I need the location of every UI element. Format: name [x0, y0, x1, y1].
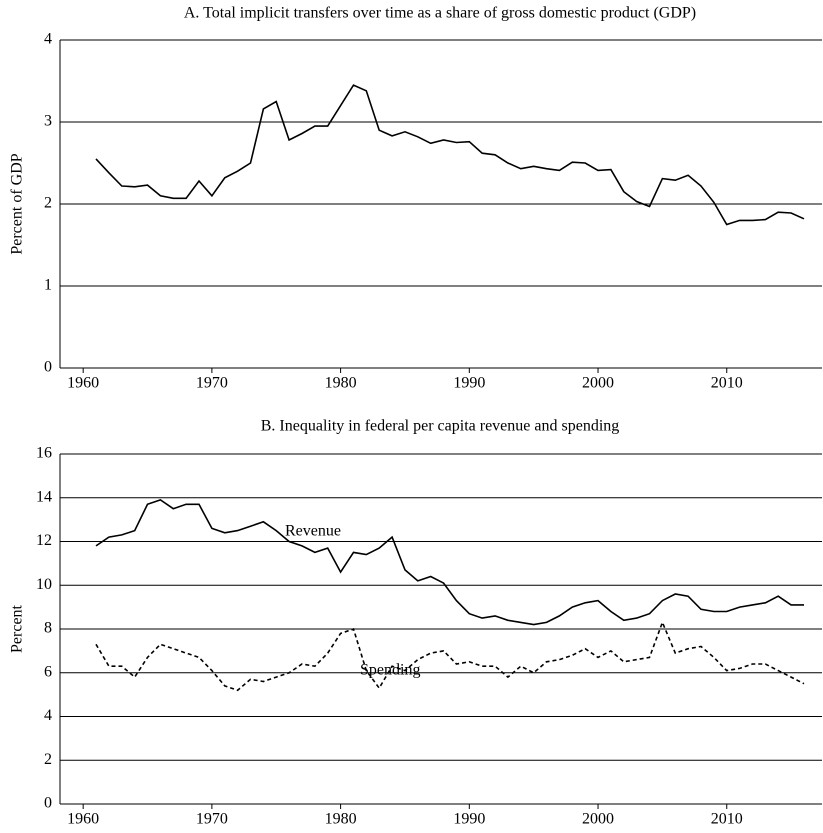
x-tick-label: 1960 — [67, 811, 99, 828]
series-label: Revenue — [285, 523, 341, 540]
chart-title: B. Inequality in federal per capita reve… — [261, 418, 620, 435]
x-tick-label: 1960 — [67, 375, 99, 392]
y-tick-label: 14 — [36, 488, 52, 505]
x-tick-label: 2010 — [711, 811, 743, 828]
y-tick-label: 2 — [44, 751, 52, 768]
y-tick-label: 0 — [44, 359, 52, 376]
y-tick-label: 8 — [44, 620, 52, 637]
y-tick-label: 2 — [44, 195, 52, 212]
x-tick-label: 1980 — [325, 375, 357, 392]
x-tick-label: 1990 — [453, 375, 485, 392]
y-tick-label: 4 — [44, 31, 52, 48]
x-tick-label: 2010 — [711, 375, 743, 392]
series-label: Spending — [360, 662, 420, 679]
chart-title: A. Total implicit transfers over time as… — [184, 5, 696, 22]
y-axis-label: Percent — [9, 604, 26, 653]
x-tick-label: 2000 — [582, 375, 614, 392]
y-axis-label: Percent of GDP — [9, 153, 26, 254]
x-tick-label: 1970 — [196, 811, 228, 828]
x-tick-label: 2000 — [582, 811, 614, 828]
y-tick-label: 6 — [44, 663, 52, 680]
y-tick-label: 10 — [36, 576, 52, 593]
x-tick-label: 1990 — [453, 811, 485, 828]
y-tick-label: 4 — [44, 707, 52, 724]
data-line — [95, 620, 805, 692]
y-tick-label: 3 — [44, 113, 52, 130]
y-tick-label: 1 — [44, 277, 52, 294]
data-line — [95, 499, 804, 626]
y-tick-label: 16 — [36, 445, 52, 462]
data-line — [95, 84, 805, 226]
y-tick-label: 12 — [36, 532, 52, 549]
y-tick-label: 0 — [44, 795, 52, 812]
x-tick-label: 1980 — [325, 811, 357, 828]
x-tick-label: 1970 — [196, 375, 228, 392]
